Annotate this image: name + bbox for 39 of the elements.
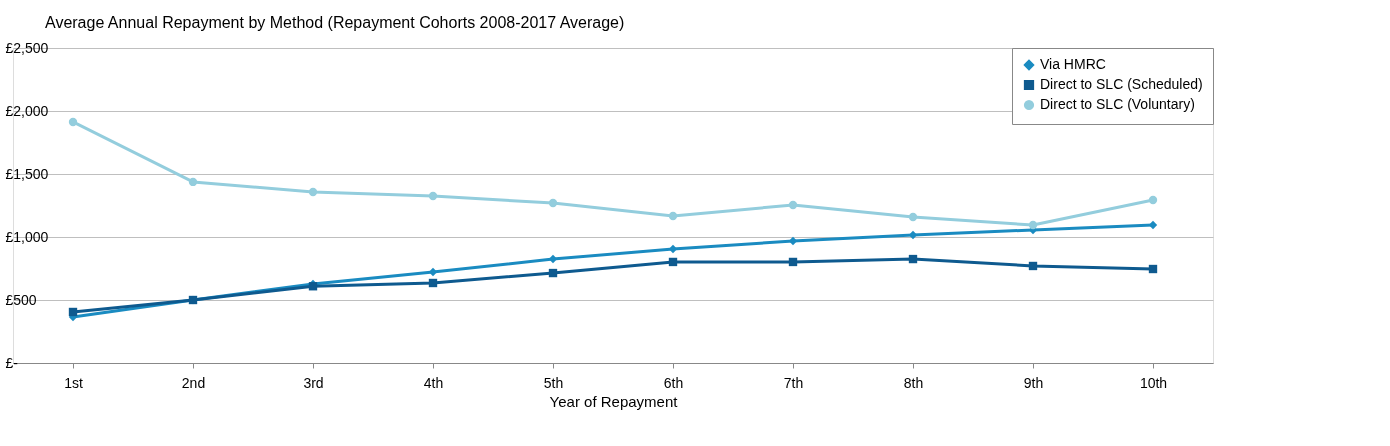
x-tick-label: 9th xyxy=(1023,374,1044,391)
point xyxy=(428,278,438,288)
legend-label: Direct to SLC (Voluntary) xyxy=(1040,96,1195,112)
y-tick-label: £2,000 xyxy=(5,102,49,119)
x-tick-label: 2nd xyxy=(181,374,206,391)
point xyxy=(1148,264,1158,274)
point xyxy=(188,177,198,187)
x-tick-label: 5th xyxy=(543,374,564,391)
point xyxy=(548,198,558,208)
legend-label: Direct to SLC (Scheduled) xyxy=(1040,76,1203,92)
x-tick-label: 3rd xyxy=(303,374,324,391)
point xyxy=(1028,261,1038,271)
x-tick-label: 1st xyxy=(64,374,83,391)
y-tick-label: £500 xyxy=(5,291,37,308)
point xyxy=(908,212,918,222)
y-tick-label: £2,500 xyxy=(5,39,49,56)
point xyxy=(548,268,558,278)
x-tick-label: 7th xyxy=(783,374,804,391)
x-tick-label: 10th xyxy=(1139,374,1168,391)
legend-label: Via HMRC xyxy=(1040,56,1106,72)
point xyxy=(908,254,918,264)
point xyxy=(68,307,78,317)
point xyxy=(1028,220,1038,230)
x-tick-label: 6th xyxy=(663,374,684,391)
point xyxy=(68,117,78,127)
point xyxy=(1148,195,1158,205)
y-tick-label: £1,500 xyxy=(5,165,49,182)
y-tick-label: £- xyxy=(5,354,19,371)
point xyxy=(428,191,438,201)
chart-title: Average Annual Repayment by Method (Repayment Cohorts 2008-2017 Average) xyxy=(45,14,625,31)
x-axis-title: Year of Repayment xyxy=(549,392,679,410)
point xyxy=(788,257,798,267)
x-tick-label: 4th xyxy=(423,374,444,391)
point xyxy=(308,187,318,197)
point xyxy=(668,257,678,267)
point xyxy=(788,200,798,210)
y-tick-label: £1,000 xyxy=(5,228,49,245)
x-tick-label: 8th xyxy=(903,374,924,391)
point xyxy=(668,211,678,221)
